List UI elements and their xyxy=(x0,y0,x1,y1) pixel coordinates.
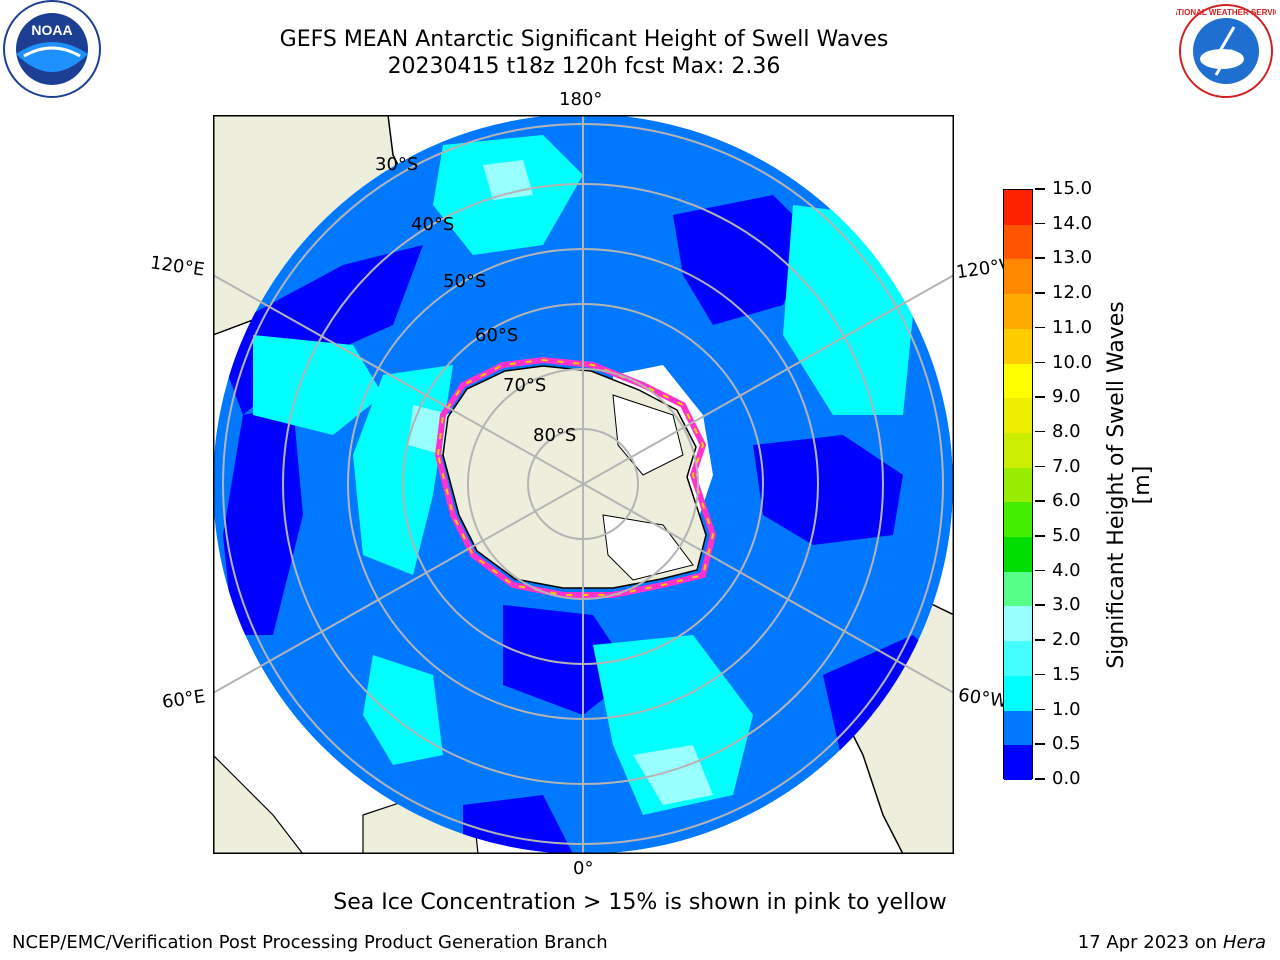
polar-map: 30°S 40°S 50°S 60°S 70°S 80°S xyxy=(213,115,954,854)
lon-label-120e: 120°E xyxy=(148,252,206,281)
colorbar-tick xyxy=(1035,778,1045,780)
colorbar-segment xyxy=(1004,224,1032,260)
colorbar-tick xyxy=(1035,569,1045,572)
lon-label-180: 180° xyxy=(559,89,603,110)
colorbar-segment xyxy=(1004,398,1032,433)
swell-peak-region xyxy=(633,745,713,805)
colorbar-tick-label: 14.0 xyxy=(1052,212,1093,234)
lat-label-70s: 70°S xyxy=(503,375,546,396)
colorbar-tick-label: 1.0 xyxy=(1052,698,1081,720)
footer-host: Hera xyxy=(1222,932,1266,953)
sea-ice-edge-yellow xyxy=(436,358,715,596)
colorbar-segment xyxy=(1004,190,1032,225)
graticule xyxy=(213,115,954,854)
colorbar-tick xyxy=(1035,535,1045,537)
colorbar-tick-label: 5.0 xyxy=(1052,525,1081,547)
colorbar-tick-label: 2.0 xyxy=(1052,629,1081,651)
colorbar-tick-label: 8.0 xyxy=(1052,420,1081,442)
colorbar-segment xyxy=(1004,294,1032,329)
footer-org: NCEP/EMC/Verification Post Processing Pr… xyxy=(12,932,608,953)
lat-label-50s: 50°S xyxy=(443,271,486,292)
colorbar-tick-label: 13.0 xyxy=(1052,247,1093,269)
lon-label-60w: 60°W xyxy=(956,684,1009,713)
africa-land xyxy=(213,754,304,854)
lat-label-80s: 80°S xyxy=(533,425,576,446)
colorbar-tick xyxy=(1035,673,1045,676)
colorbar-segment xyxy=(1004,363,1032,399)
noaa-logo: NOAA xyxy=(0,0,104,104)
colorbar-tick-label: 12.0 xyxy=(1052,282,1093,304)
colorbar-tick-label: 3.0 xyxy=(1052,594,1081,616)
colorbar-tick-label: 15.0 xyxy=(1052,178,1093,199)
footer-date: 17 Apr 2023 on Hera xyxy=(1078,932,1266,953)
chart-subtitle: 20230415 t18z 120h fcst Max: 2.36 xyxy=(387,54,781,79)
lat-label-60s: 60°S xyxy=(475,325,518,346)
lat-label-40s: 40°S xyxy=(411,214,454,235)
colorbar xyxy=(1003,189,1033,780)
colorbar-segment xyxy=(1004,571,1032,607)
colorbar-segment xyxy=(1004,537,1032,572)
colorbar-tick xyxy=(1035,326,1045,329)
colorbar-tick xyxy=(1035,465,1045,468)
colorbar-tick xyxy=(1035,188,1045,190)
swell-low-region xyxy=(503,605,633,715)
noaa-logo-text: NOAA xyxy=(31,22,72,38)
colorbar-tick xyxy=(1035,361,1045,364)
colorbar-tick xyxy=(1035,292,1045,294)
colorbar-segment xyxy=(1004,675,1032,711)
colorbar-tick xyxy=(1035,257,1045,259)
colorbar-label: Significant Height of Swell Waves [m] xyxy=(1104,301,1155,669)
colorbar-tick-label: 6.0 xyxy=(1052,490,1081,512)
colorbar-tick-label: 0.5 xyxy=(1052,733,1081,755)
colorbar-segment xyxy=(1004,745,1032,780)
colorbar-tick-label: 4.0 xyxy=(1052,559,1081,581)
colorbar-tick-label: 0.0 xyxy=(1052,768,1081,789)
colorbar-tick-label: 10.0 xyxy=(1052,351,1093,373)
nws-logo: NATIONAL WEATHER SERVICE xyxy=(1166,3,1280,103)
colorbar-segment xyxy=(1004,502,1032,538)
lon-label-60e: 60°E xyxy=(160,686,207,713)
colorbar-tick xyxy=(1035,639,1045,641)
colorbar-tick-label: 7.0 xyxy=(1052,455,1081,477)
swell-low-region xyxy=(463,795,573,854)
colorbar-tick xyxy=(1035,743,1045,745)
nws-logo-text: NATIONAL WEATHER SERVICE xyxy=(1176,8,1276,17)
colorbar-tick-label: 9.0 xyxy=(1052,386,1081,408)
swell-high-region xyxy=(253,335,383,435)
colorbar-segment xyxy=(1004,641,1032,676)
colorbar-tick xyxy=(1035,396,1045,398)
colorbar-tick xyxy=(1035,708,1045,711)
sea-ice-caption: Sea Ice Concentration > 15% is shown in … xyxy=(333,890,947,915)
footer-date-text: 17 Apr 2023 on xyxy=(1077,932,1223,953)
lon-label-0: 0° xyxy=(573,858,594,879)
colorbar-segment xyxy=(1004,432,1032,468)
colorbar-segment xyxy=(1004,710,1032,746)
colorbar-segment xyxy=(1004,259,1032,295)
lat-label-30s: 30°S xyxy=(375,154,418,175)
colorbar-tick-label: 11.0 xyxy=(1052,316,1093,338)
chart-title: GEFS MEAN Antarctic Significant Height o… xyxy=(279,27,889,52)
colorbar-segment xyxy=(1004,467,1032,503)
colorbar-tick-label: 1.5 xyxy=(1052,663,1081,685)
colorbar-tick xyxy=(1035,500,1045,502)
colorbar-tick xyxy=(1035,604,1045,606)
map-border xyxy=(213,115,954,854)
colorbar-segment xyxy=(1004,606,1032,642)
swell-low-region xyxy=(673,195,813,325)
colorbar-tick xyxy=(1035,222,1045,225)
colorbar-segment xyxy=(1004,328,1032,364)
colorbar-tick xyxy=(1035,430,1045,433)
swell-low-region xyxy=(753,435,903,545)
